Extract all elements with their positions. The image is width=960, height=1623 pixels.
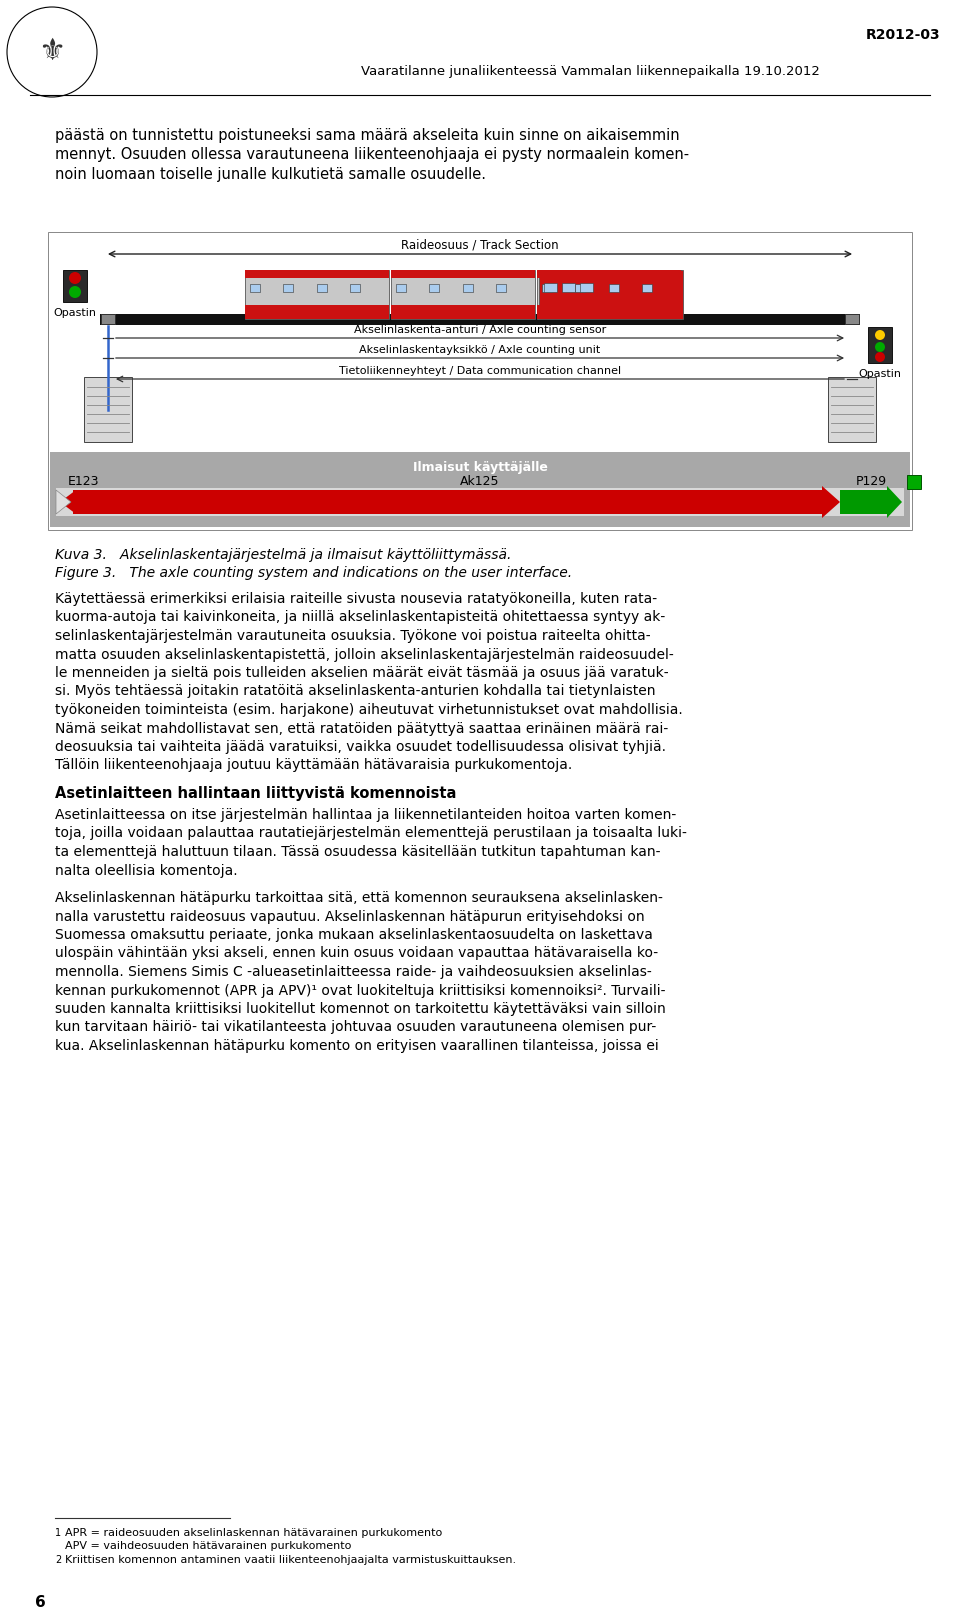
Text: mennolla. Siemens Simis C -alueasetinlaitteessa raide- ja vaihdeosuuksien akseli: mennolla. Siemens Simis C -alueasetinlai…: [55, 966, 652, 979]
Text: Figure 3.   The axle counting system and indications on the user interface.: Figure 3. The axle counting system and i…: [55, 566, 572, 579]
Text: noin luomaan toiselle junalle kulkutietä samalle osuudelle.: noin luomaan toiselle junalle kulkutietä…: [55, 167, 486, 182]
Bar: [317, 284, 327, 292]
Bar: [245, 269, 389, 320]
Text: päästä on tunnistettu poistuneeksi sama määrä akseleita kuin sinne on aikaisemmi: päästä on tunnistettu poistuneeksi sama …: [55, 128, 680, 143]
Text: Ak125: Ak125: [460, 476, 500, 489]
Text: 2: 2: [55, 1555, 61, 1565]
Text: kua. Akselinlaskennan hätäpurku komento on erityisen vaarallinen tilanteissa, jo: kua. Akselinlaskennan hätäpurku komento …: [55, 1039, 659, 1053]
Bar: [250, 284, 260, 292]
Bar: [245, 269, 389, 278]
Text: Tällöin liikenteenohjaaja joutuu käyttämään hätävaraisia purkukomentoja.: Tällöin liikenteenohjaaja joutuu käyttäm…: [55, 758, 572, 773]
Circle shape: [875, 342, 885, 352]
Text: le menneiden ja sieltä pois tulleiden akselien määrät eivät täsmää ja osuus jää : le menneiden ja sieltä pois tulleiden ak…: [55, 665, 668, 680]
Text: selinlaskentajärjestelmän varautuneita osuuksia. Työkone voi poistua raiteelta o: selinlaskentajärjestelmän varautuneita o…: [55, 630, 651, 643]
Text: toja, joilla voidaan palauttaa rautatiejärjestelmän elementtejä perustilaan ja t: toja, joilla voidaan palauttaa rautatiej…: [55, 826, 686, 841]
Bar: [391, 305, 535, 320]
Bar: [429, 284, 439, 292]
Bar: [100, 313, 860, 325]
Bar: [101, 313, 115, 325]
Text: Asetinlaitteen hallintaan liittyvistä komennoista: Asetinlaitteen hallintaan liittyvistä ko…: [55, 786, 456, 802]
Circle shape: [69, 273, 81, 284]
Bar: [84, 377, 132, 441]
Bar: [245, 305, 389, 320]
Text: Opastin: Opastin: [858, 368, 901, 380]
Text: deosuuksia tai vaihteita jäädä varatuiksi, vaikka osuudet todellisuudessa olisiv: deosuuksia tai vaihteita jäädä varatuiks…: [55, 740, 666, 755]
Bar: [283, 284, 293, 292]
Bar: [828, 377, 876, 441]
Text: suuden kannalta kriittisiksi luokitellut komennot on tarkoitettu käytettäväksi v: suuden kannalta kriittisiksi luokitellut…: [55, 1001, 665, 1016]
Text: Käytettäessä erimerkiksi erilaisia raiteille sivusta nousevia ratatyökoneilla, k: Käytettäessä erimerkiksi erilaisia raite…: [55, 592, 658, 605]
Text: nalta oleellisia komentoja.: nalta oleellisia komentoja.: [55, 863, 238, 878]
Bar: [48, 232, 912, 531]
Text: Ilmaisut käyttäjälle: Ilmaisut käyttäjälle: [413, 461, 547, 474]
Bar: [537, 269, 681, 320]
Polygon shape: [56, 490, 71, 514]
Text: työkoneiden toiminteista (esim. harjakone) aiheutuvat virhetunnistukset ovat mah: työkoneiden toiminteista (esim. harjakon…: [55, 703, 683, 717]
Polygon shape: [822, 485, 840, 518]
Bar: [56, 489, 904, 516]
Text: 6: 6: [35, 1595, 46, 1610]
Bar: [391, 269, 535, 278]
Bar: [868, 326, 892, 364]
Text: kun tarvitaan häiriö- tai vikatilanteesta johtuvaa osuuden varautuneena olemisen: kun tarvitaan häiriö- tai vikatilanteest…: [55, 1021, 657, 1034]
Text: Kriittisen komennon antaminen vaatii liikenteenohjaajalta varmistuskuittauksen.: Kriittisen komennon antaminen vaatii lii…: [65, 1555, 516, 1565]
Text: ⚜: ⚜: [38, 37, 65, 67]
Text: Suomessa omaksuttu periaate, jonka mukaan akselinlaskentaosuudelta on laskettava: Suomessa omaksuttu periaate, jonka mukaa…: [55, 928, 653, 941]
Bar: [609, 284, 619, 292]
Text: Akselinlaskenta-anturi / Axle counting sensor: Akselinlaskenta-anturi / Axle counting s…: [354, 325, 606, 334]
Bar: [575, 284, 585, 292]
Bar: [50, 451, 910, 527]
Bar: [496, 284, 506, 292]
Text: APR = raideosuuden akselinlaskennan hätävarainen purkukomento: APR = raideosuuden akselinlaskennan hätä…: [65, 1527, 443, 1539]
Text: R2012-03: R2012-03: [865, 28, 940, 42]
Circle shape: [875, 352, 885, 362]
Text: kuorma-autoja tai kaivinkoneita, ja niillä akselinlaskentapisteitä ohitettaessa : kuorma-autoja tai kaivinkoneita, ja niil…: [55, 610, 665, 625]
Bar: [537, 305, 681, 320]
Bar: [840, 490, 887, 514]
Bar: [562, 282, 575, 292]
Bar: [642, 284, 652, 292]
Text: nalla varustettu raideosuus vapautuu. Akselinlaskennan hätäpurun erityisehdoksi : nalla varustettu raideosuus vapautuu. Ak…: [55, 909, 644, 923]
Text: kennan purkukomennot (APR ja APV)¹ ovat luokiteltuja kriittisiksi komennoiksi². : kennan purkukomennot (APR ja APV)¹ ovat …: [55, 984, 665, 998]
Circle shape: [69, 286, 81, 299]
Bar: [396, 284, 406, 292]
Text: Raideosuus / Track Section: Raideosuus / Track Section: [401, 239, 559, 252]
Text: E123: E123: [68, 476, 100, 489]
Bar: [539, 269, 683, 320]
Text: ulospäin vähintään yksi akseli, ennen kuin osuus voidaan vapauttaa hätävaraisell: ulospäin vähintään yksi akseli, ennen ku…: [55, 946, 659, 961]
Text: P129: P129: [856, 476, 887, 489]
Polygon shape: [887, 485, 902, 518]
Bar: [544, 282, 557, 292]
Bar: [391, 269, 535, 320]
Bar: [580, 282, 593, 292]
Text: matta osuuden akselinlaskentapistettä, jolloin akselinlaskentajärjestelmän raide: matta osuuden akselinlaskentapistettä, j…: [55, 648, 674, 662]
Text: Akselinlaskentayksikkö / Axle counting unit: Akselinlaskentayksikkö / Axle counting u…: [359, 346, 601, 355]
Bar: [845, 313, 859, 325]
Bar: [463, 284, 473, 292]
Bar: [537, 269, 681, 278]
Text: APV = vaihdeosuuden hätävarainen purkukomento: APV = vaihdeosuuden hätävarainen purkuko…: [65, 1540, 351, 1552]
Bar: [63, 269, 87, 302]
Text: Akselinlaskennan hätäpurku tarkoittaa sitä, että komennon seurauksena akselinlas: Akselinlaskennan hätäpurku tarkoittaa si…: [55, 891, 662, 906]
Text: Tietoliikenneyhteyt / Data communication channel: Tietoliikenneyhteyt / Data communication…: [339, 367, 621, 377]
Bar: [542, 284, 552, 292]
Text: mennyt. Osuuden ollessa varautuneena liikenteenohjaaja ei pysty normaalein komen: mennyt. Osuuden ollessa varautuneena lii…: [55, 148, 689, 162]
Text: Kuva 3.   Akselinlaskentajärjestelmä ja ilmaisut käyttöliittymässä.: Kuva 3. Akselinlaskentajärjestelmä ja il…: [55, 549, 512, 562]
Text: Nämä seikat mahdollistavat sen, että ratatöiden päätyttyä saattaa erinäinen määr: Nämä seikat mahdollistavat sen, että rat…: [55, 722, 668, 735]
Text: si. Myös tehtäessä joitakin ratatöitä akselinlaskenta-anturien kohdalla tai tiet: si. Myös tehtäessä joitakin ratatöitä ak…: [55, 685, 656, 698]
Text: Opastin: Opastin: [54, 308, 97, 318]
Bar: [73, 490, 822, 514]
Bar: [907, 476, 921, 489]
Text: 1: 1: [55, 1527, 61, 1539]
Text: Asetinlaitteessa on itse järjestelmän hallintaa ja liikennetilanteiden hoitoa va: Asetinlaitteessa on itse järjestelmän ha…: [55, 808, 676, 821]
Text: Vaaratilanne junaliikenteessä Vammalan liikennepaikalla 19.10.2012: Vaaratilanne junaliikenteessä Vammalan l…: [361, 65, 820, 78]
Text: ta elementtejä haluttuun tilaan. Tässä osuudessa käsitellään tutkitun tapahtuman: ta elementtejä haluttuun tilaan. Tässä o…: [55, 846, 660, 859]
Circle shape: [875, 329, 885, 339]
Polygon shape: [60, 490, 76, 514]
Bar: [350, 284, 360, 292]
